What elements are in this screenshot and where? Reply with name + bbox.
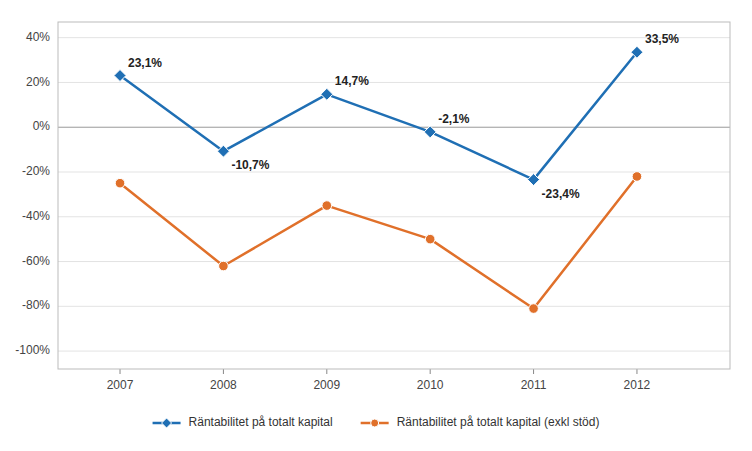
point — [321, 88, 333, 100]
point — [425, 234, 435, 244]
y-tick-label: -40% — [22, 209, 50, 223]
data-label: 33,5% — [645, 32, 679, 46]
y-tick-label: -20% — [22, 164, 50, 178]
data-label: -23,4% — [542, 187, 580, 201]
point — [424, 126, 436, 138]
data-label: -2,1% — [438, 112, 470, 126]
point — [217, 145, 229, 157]
y-tick-label: -100% — [15, 343, 50, 357]
x-tick — [120, 369, 121, 374]
chart: -100% -80% -60% -40% -20% 0% 20% 40% 2007 2008 200… — [0, 0, 752, 451]
grid-line — [58, 82, 730, 83]
point — [322, 201, 332, 211]
grid-line — [58, 306, 730, 307]
data-label: -10,7% — [231, 158, 269, 172]
plot-area — [114, 46, 643, 313]
grid — [58, 38, 730, 351]
series — [115, 172, 642, 314]
legend-item: Räntabilitet på totalt kapital — [153, 415, 333, 429]
series — [114, 46, 643, 185]
legend: Räntabilitet på totalt kapital Räntabilit… — [153, 415, 600, 429]
data-label: 23,1% — [128, 56, 162, 70]
point — [631, 46, 643, 58]
line — [120, 176, 637, 308]
point — [528, 174, 540, 186]
grid-line — [58, 127, 730, 128]
line — [120, 52, 637, 179]
x-tick-label: 2011 — [521, 378, 547, 392]
legend-item: Räntabilitet på totalt kapital (exkl stö… — [361, 415, 600, 429]
grid-line — [58, 351, 730, 352]
y-tick-label: 40% — [26, 30, 50, 44]
legend-marker — [162, 418, 172, 428]
x-tick — [223, 369, 224, 374]
x-tick-label: 2010 — [417, 378, 444, 392]
y-tick-label: -80% — [22, 298, 50, 312]
y-tick-label: -60% — [22, 254, 50, 268]
axes: -100% -80% -60% -40% -20% 0% 20% 40% 2007 2008 200… — [15, 22, 730, 392]
point — [219, 261, 229, 271]
x-tick-label: 2012 — [624, 378, 651, 392]
point — [114, 70, 126, 82]
legend-marker — [371, 419, 379, 427]
x-tick — [533, 369, 534, 374]
point — [632, 172, 642, 182]
grid-line — [58, 37, 730, 38]
grid-line — [58, 216, 730, 217]
y-tick-label: 20% — [26, 75, 50, 89]
plot-frame — [58, 22, 730, 369]
x-tick-label: 2008 — [210, 378, 237, 392]
x-tick — [326, 369, 327, 374]
x-tick-label: 2009 — [313, 378, 340, 392]
x-tick-label: 2007 — [107, 378, 134, 392]
background — [0, 0, 752, 451]
data-labels: 23,1% -10,7% 14,7% -2,1% -23,4% 33,5% — [128, 32, 679, 200]
point — [529, 304, 539, 314]
y-tick-label: 0% — [33, 119, 51, 133]
x-tick — [636, 369, 637, 374]
legend-label: Räntabilitet på totalt kapital (exkl stö… — [397, 415, 600, 429]
legend-label: Räntabilitet på totalt kapital — [189, 415, 333, 429]
grid-line — [58, 171, 730, 172]
x-tick — [430, 369, 431, 374]
grid-line — [58, 261, 730, 262]
point — [115, 178, 125, 188]
data-label: 14,7% — [335, 74, 369, 88]
